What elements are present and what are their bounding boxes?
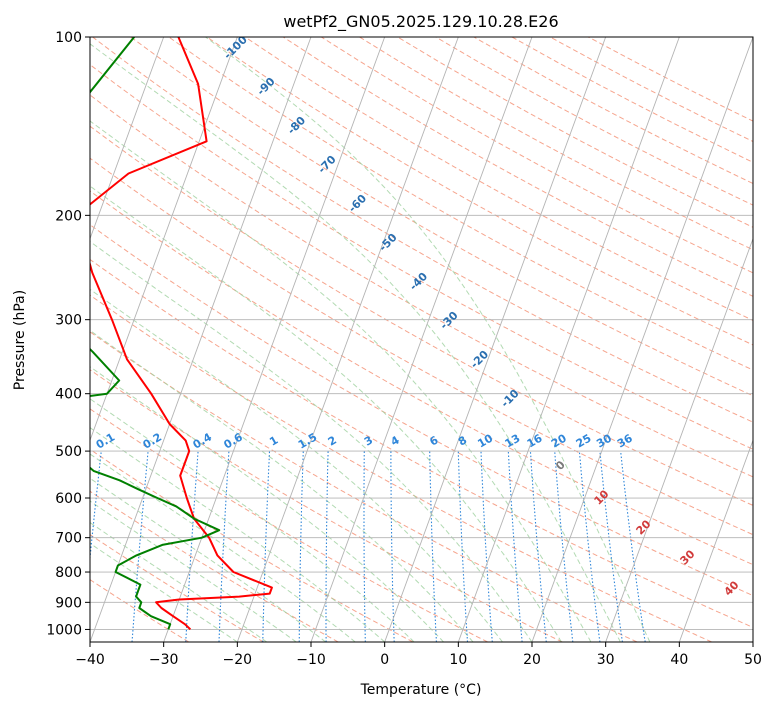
dry-adiabat-line: [130, 37, 753, 397]
x-tick-label: 10: [449, 652, 467, 668]
isotherm-line: [90, 37, 238, 442]
y-tick-label: 400: [55, 387, 82, 403]
dry-adiabat-line: [90, 157, 753, 536]
y-tick-label: 1000: [46, 622, 82, 638]
y-tick-label: 200: [55, 208, 82, 224]
x-tick-label: 40: [670, 652, 688, 668]
x-tick-label: 20: [523, 652, 541, 668]
dry-adiabat-line: [90, 258, 753, 628]
moist-adiabat-line: [90, 366, 444, 642]
grid-lines: [90, 37, 753, 642]
mixing-ratio-line: [90, 451, 102, 563]
dry-adiabat-line: [282, 37, 753, 297]
y-tick-label: 800: [55, 565, 82, 581]
isotherm-line: [531, 37, 753, 642]
isotherm-line: [90, 37, 165, 240]
isotherm-line: [163, 37, 386, 642]
sounding-series: [90, 37, 273, 631]
x-tick-label: 0: [380, 652, 389, 668]
y-tick-label: 300: [55, 313, 82, 329]
plot-frame: [89, 36, 754, 643]
y-tick-label: 600: [55, 491, 82, 507]
mixing-ratio-line: [390, 451, 395, 642]
mixing-ratio-line: [325, 451, 329, 642]
y-axis: 100 200 300 400 500 600 700 800 900 1000: [46, 30, 90, 638]
x-tick-label: 50: [744, 652, 762, 668]
moist-adiabat-line: [90, 500, 297, 642]
moist-adiabat-line: [90, 521, 268, 642]
mixing-ratio-line: [507, 451, 523, 642]
dry-adiabat-line: [90, 294, 712, 642]
moist-adiabat-line: [90, 427, 386, 642]
x-tick-label: −20: [223, 652, 253, 668]
moist-adiabat-line: [90, 240, 533, 642]
isotherm-line: [310, 37, 533, 642]
dry-adiabat-line: [90, 190, 753, 566]
moist-adiabat-line: [90, 453, 356, 642]
x-axis: −40 −30 −20 −10 0 10 20 30 40 50: [75, 642, 762, 668]
dry-adiabat-line: [90, 224, 753, 597]
x-tick-label: 30: [597, 652, 615, 668]
x-axis-title: Temperature (°C): [360, 682, 482, 698]
isotherm-line: [678, 439, 753, 642]
moist-adiabat-line: [90, 398, 415, 642]
mixing-ratio-line: [529, 451, 547, 642]
x-tick-label: −10: [296, 652, 326, 668]
mixing-ratio-line: [363, 451, 366, 642]
dry-adiabats: [90, 37, 753, 642]
mixing-ratio-line: [457, 451, 469, 642]
isotherm-line: [605, 237, 753, 642]
isotherm-line: [384, 37, 607, 642]
dry-adiabat-line: [90, 369, 563, 642]
y-tick-label: 100: [55, 30, 82, 46]
y-tick-label: 700: [55, 531, 82, 547]
dry-adiabat-line: [90, 125, 753, 506]
temperature-profile-line: [90, 37, 273, 631]
y-tick-label: 900: [55, 595, 82, 611]
dewpoint-profile-line: [90, 37, 221, 630]
y-tick-label: 500: [55, 444, 82, 460]
mixing-ratio-line: [218, 451, 230, 642]
mixing-ratio-line: [185, 451, 199, 642]
moist-adiabat-line: [205, 37, 651, 642]
x-tick-label: −30: [149, 652, 179, 668]
moist-adiabat-line: [90, 120, 592, 642]
dry-adiabat-line: [90, 331, 638, 642]
moist-adiabat-line: [90, 185, 562, 642]
mixing-ratio-line: [262, 451, 271, 642]
moist-adiabat-line: [90, 329, 474, 642]
chart-title: wetPf2_GN05.2025.129.10.28.E26: [283, 12, 558, 32]
dry-adiabat-line: [90, 534, 264, 642]
isotherm-line: [236, 37, 459, 642]
moist-adiabat-line: [90, 288, 503, 642]
dry-adiabat-line: [90, 64, 753, 450]
dry-adiabat-line: [90, 94, 753, 478]
isotherm-line: [90, 37, 312, 642]
mixing-ratio-line: [554, 451, 574, 642]
dry-adiabat-line: [90, 408, 488, 642]
mixing-ratio-line: [298, 451, 304, 642]
mixing-ratio-line: [429, 451, 437, 642]
plot-area: 0.1 0.2 0.4 0.6 1 1.5 2 3 4 6 8 10 13 16 20 25 30 36-100-…: [90, 37, 753, 642]
y-axis-title: Pressure (hPa): [12, 290, 28, 390]
x-tick-label: −40: [75, 652, 105, 668]
isotherm-line: [457, 37, 680, 642]
dry-adiabat-line: [92, 37, 753, 423]
